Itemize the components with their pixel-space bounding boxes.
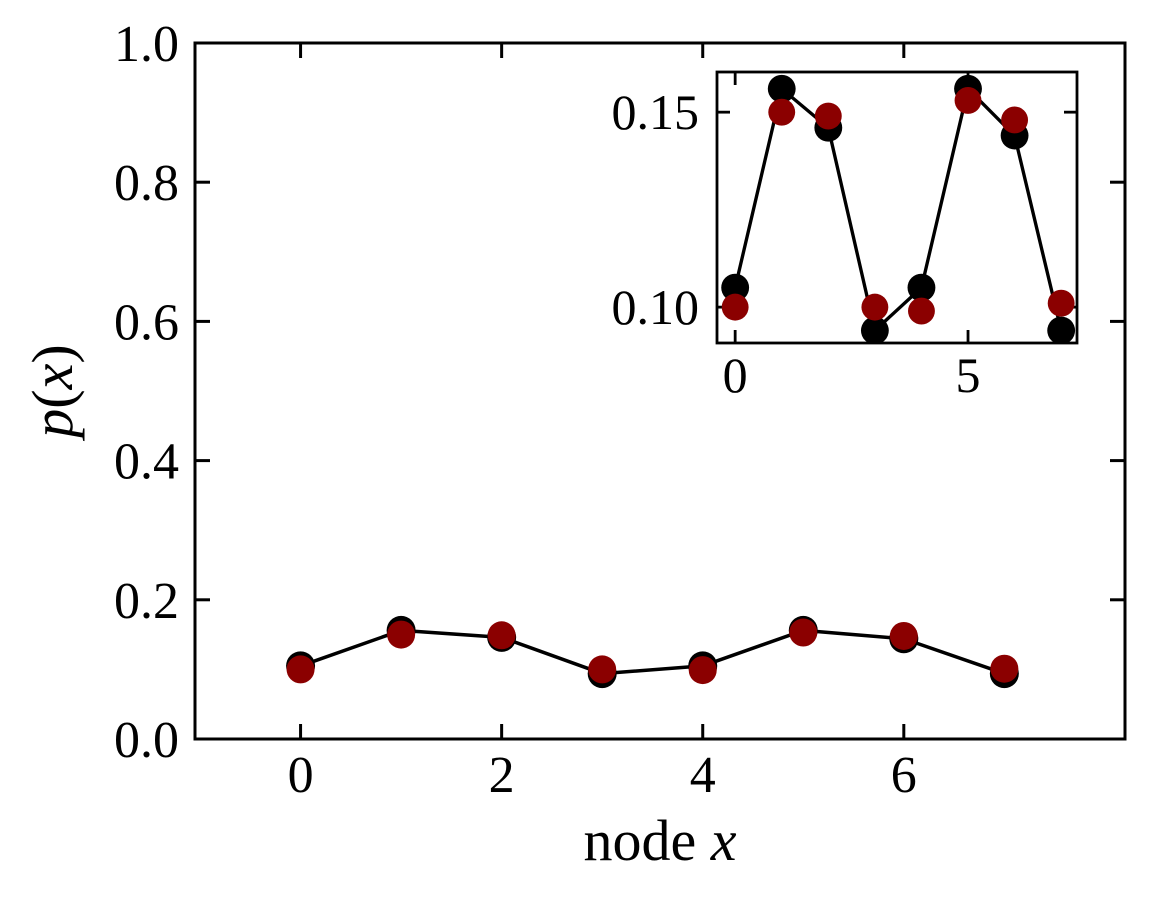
main-frame (193, 41, 1127, 741)
inset-point-dark-red-circle-series (814, 102, 842, 130)
main-x-tick-label: 2 (489, 747, 515, 804)
inset-point-dark-red-circle-series (861, 293, 889, 321)
main-x-tick-label: 6 (891, 747, 917, 804)
inset-y-tick-label: 0.10 (612, 279, 700, 335)
inset-point-dark-red-circle-series (1001, 106, 1029, 134)
main-x-tick-label: 0 (288, 747, 314, 804)
main-point-dark-red-circle-series (286, 655, 315, 684)
main-data-line (299, 628, 1005, 676)
x-axis-label: node x (584, 808, 737, 873)
inset-y-tick-label: 0.15 (612, 84, 700, 140)
main-axes: 0 2 4 6 0.0 0.2 0.4 0.6 0.8 1.0 (114, 16, 1127, 804)
inset-data (721, 74, 1076, 343)
main-point-dark-red-circle-series (588, 655, 617, 684)
inset-x-tick-label: 5 (956, 347, 981, 403)
main-point-dark-red-circle-series (789, 618, 818, 647)
inset-point-black-circle-line-series (767, 74, 796, 103)
main-y-tick-label: 1.0 (114, 16, 179, 73)
main-y-tick-label: 0.4 (114, 434, 179, 491)
main-point-dark-red-circle-series (889, 621, 918, 650)
inset-x-tick-label: 0 (723, 347, 748, 403)
inset-point-black-circle-line-series (860, 316, 889, 343)
main-data (286, 615, 1019, 689)
y-axis-label: p(x) (20, 344, 85, 441)
inset-point-dark-red-circle-series (954, 87, 982, 114)
main-x-tick-label: 4 (690, 747, 716, 804)
inset-axes: 0 5 0.10 0.15 (612, 70, 1079, 403)
inset-point-dark-red-circle-series (908, 297, 935, 325)
inset-point-black-circle-line-series (721, 273, 750, 302)
inset-point-dark-red-circle-series (768, 98, 796, 126)
main-y-tick-label: 0.2 (114, 573, 179, 630)
main-y-tick-label: 0.8 (114, 155, 179, 212)
main-y-tick-label: 0.0 (114, 712, 179, 769)
inset-point-black-circle-line-series (907, 273, 936, 302)
inset-frame (715, 70, 1079, 345)
inset-point-dark-red-circle-series (1047, 289, 1075, 317)
main-point-dark-red-circle-series (387, 620, 416, 649)
inset-point-black-circle-line-series (1047, 316, 1076, 343)
main-point-dark-red-circle-series (688, 656, 717, 685)
inset-point-dark-red-circle-series (721, 293, 749, 321)
main-point-dark-red-circle-series (990, 654, 1019, 683)
main-y-tick-label: 0.6 (114, 294, 179, 351)
main-point-dark-red-circle-series (487, 621, 516, 650)
